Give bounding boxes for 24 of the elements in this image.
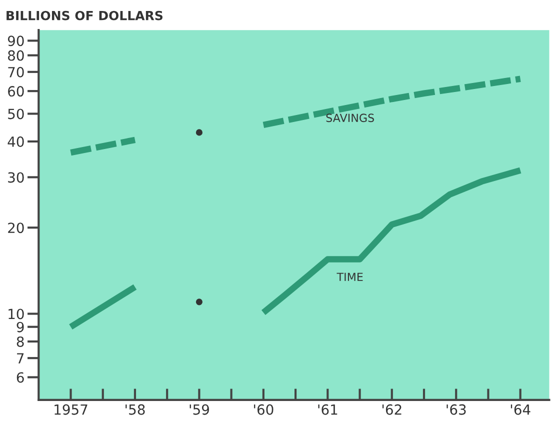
y-tick-label: 70 — [8, 66, 24, 78]
y-tick-label: 6 — [16, 372, 24, 383]
y-tick-label: 50 — [8, 108, 24, 120]
y-tick-label: 30 — [8, 172, 24, 183]
annotation: SAVINGS — [326, 114, 374, 122]
y-tick-label: 9 — [16, 322, 24, 332]
x-tick-label: '62 — [382, 404, 402, 415]
y-tick-label: 40 — [8, 136, 24, 147]
y-tick-label: 20 — [8, 222, 24, 234]
y-tick-label: 90 — [8, 36, 24, 46]
y-axis-title: BILLIONS OF DOLLARS — [6, 10, 162, 20]
x-tick-label: '58 — [126, 404, 145, 415]
y-tick-label: 60 — [8, 86, 24, 97]
y-tick-label: 80 — [8, 50, 24, 61]
y-tick-label: 10 — [8, 308, 24, 320]
x-tick-label: '64 — [510, 404, 530, 415]
annotation: TIME — [336, 272, 363, 281]
x-tick-label: '60 — [254, 404, 274, 415]
x-tick-label: '61 — [318, 404, 338, 415]
x-tick-label: '59 — [190, 404, 209, 415]
x-tick-label: '63 — [446, 404, 466, 415]
y-tick-label: 7 — [17, 353, 24, 364]
y-tick-label: 8 — [16, 336, 24, 347]
x-tick-label: 1957 — [54, 404, 88, 415]
